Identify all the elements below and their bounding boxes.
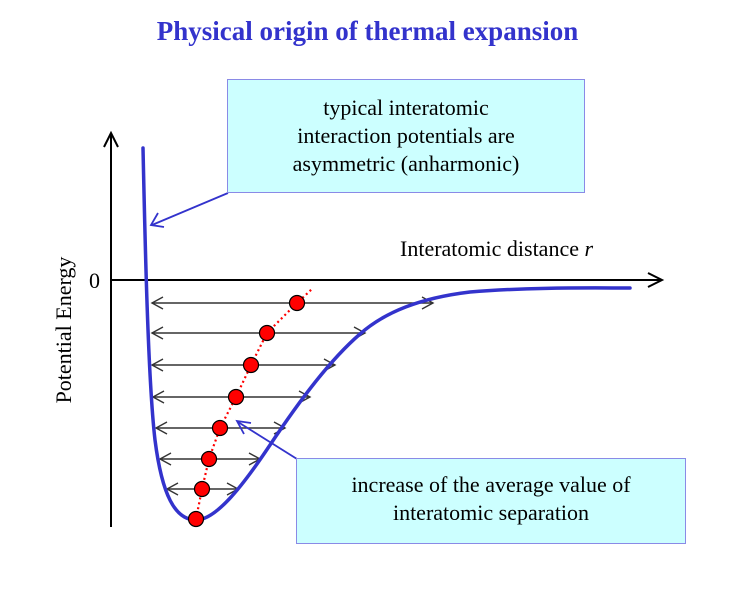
midpoint-dot <box>187 510 205 528</box>
midpoint-dots <box>187 294 306 528</box>
average-separation-trend-line <box>194 288 313 520</box>
zero-tick-label: 0 <box>89 268 100 293</box>
midpoint-dot <box>193 480 211 498</box>
midpoint-dot <box>211 419 229 437</box>
midpoint-dot <box>258 324 276 342</box>
potential-curve <box>141 146 632 522</box>
separation-callout: increase of the average value of interat… <box>296 458 686 544</box>
page-title: Physical origin of thermal expansion <box>156 16 579 46</box>
callout-line: increase of the average value of <box>351 472 631 497</box>
y-axis <box>103 130 119 527</box>
amplitude-arrow-6 <box>150 326 367 340</box>
anharmonic-callout: typical interatomic interaction potentia… <box>227 79 585 193</box>
midpoint-dot <box>242 356 260 374</box>
midpoint-dot <box>227 388 245 406</box>
x-axis-label-text: Interatomic distance <box>400 236 585 261</box>
midpoint-dot <box>200 450 218 468</box>
y-axis-label: Potential Energy <box>51 256 76 404</box>
callout-line: typical interatomic <box>323 95 489 120</box>
midpoint-dot <box>288 294 306 312</box>
callout-line: asymmetric (anharmonic) <box>292 151 520 176</box>
x-axis <box>111 272 665 288</box>
callout-line: interatomic separation <box>392 500 590 525</box>
bottom-callout-pointer <box>235 419 298 460</box>
callout-line: interaction potentials are <box>297 123 515 148</box>
x-axis-label: Interatomic distance r <box>400 236 593 262</box>
x-axis-variable: r <box>584 236 594 261</box>
top-callout-pointer <box>149 192 229 228</box>
